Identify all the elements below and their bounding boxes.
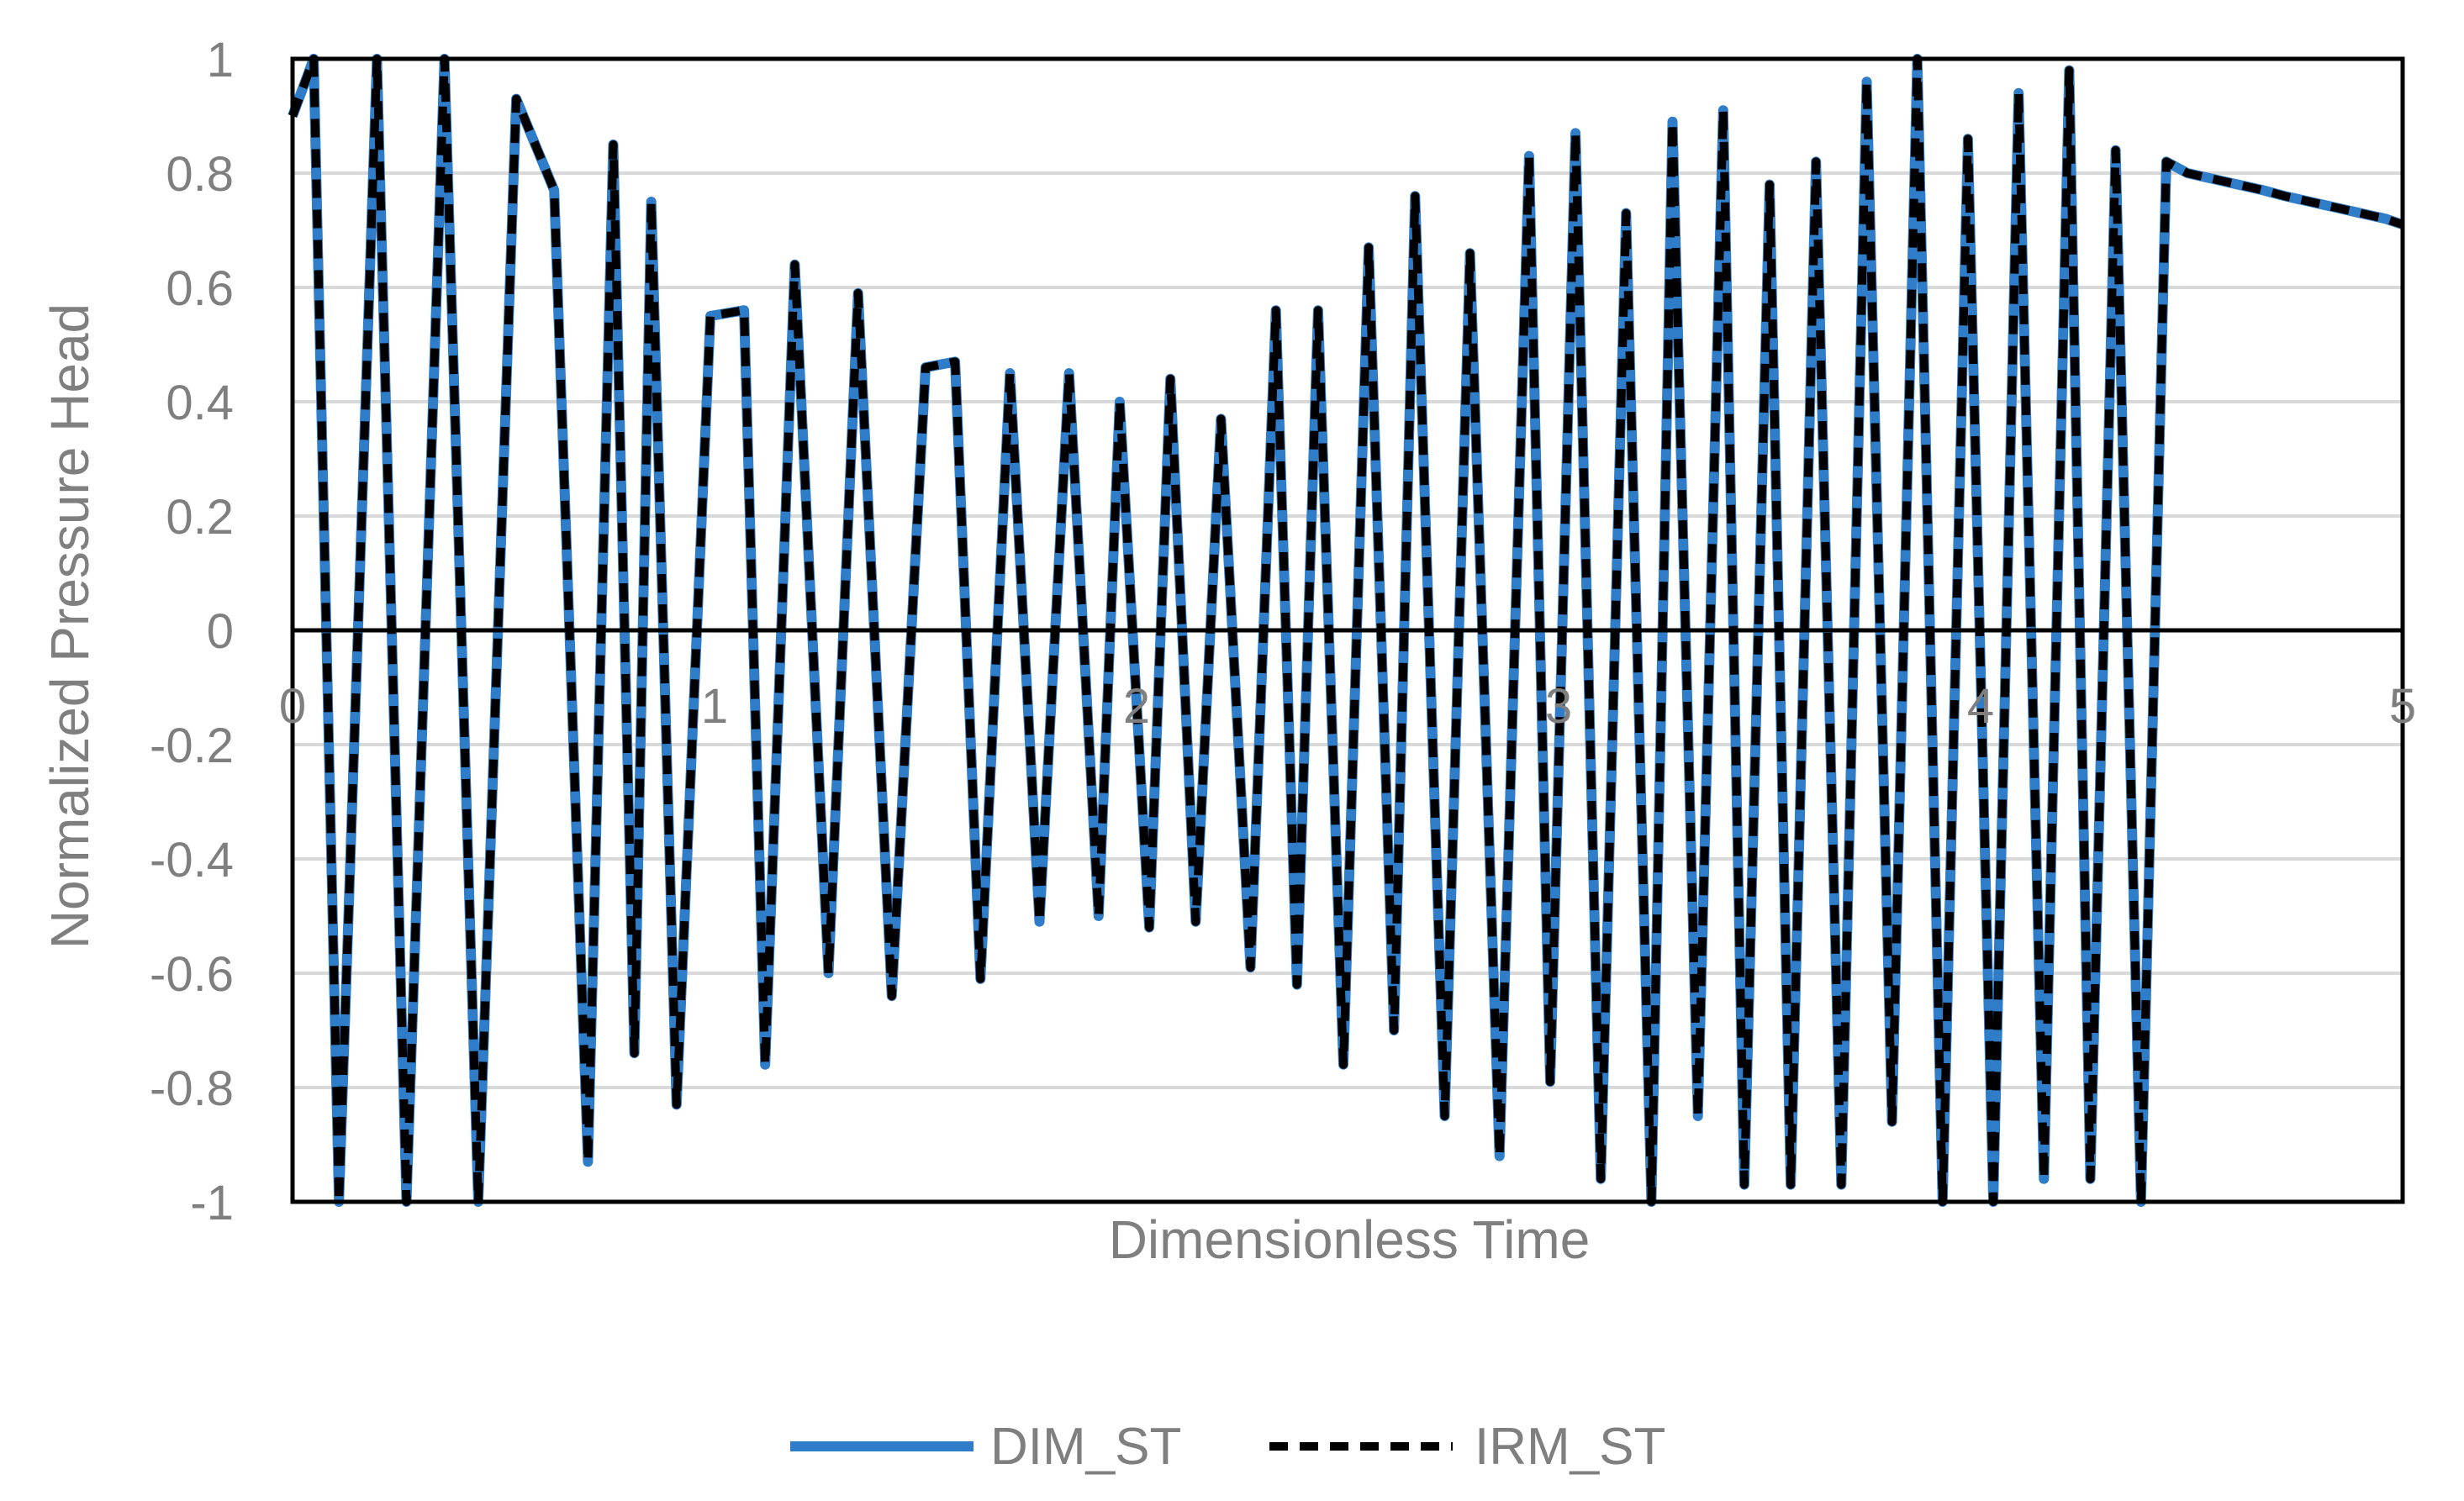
series-line-irm-st: [288, 55, 2404, 1206]
x-tick-label: 0: [279, 679, 306, 734]
series-lines: [288, 54, 2404, 1207]
legend: DIM_ST IRM_ST: [790, 1418, 1665, 1476]
y-tick-label: -1: [190, 1176, 234, 1230]
legend-label-dim-st: DIM_ST: [990, 1418, 1181, 1476]
y-tick-label: 0.2: [166, 490, 234, 545]
y-tick-label: -0.2: [150, 719, 234, 773]
y-tick-label: 0.4: [166, 376, 234, 430]
y-axis-label: Normalized Pressure Head: [40, 303, 100, 949]
y-tick-label: 0: [207, 604, 234, 659]
x-tick-label: 3: [1545, 679, 1572, 734]
tick-labels: 1 0.8 0.6 0.4 0.2 0 -0.2 -0.4 -0.6 -0.8 -1 0 1 2 3 4 5: [150, 33, 2416, 1230]
x-axis-label: Dimensionless Time: [1109, 1209, 1591, 1270]
x-tick-label: 4: [1967, 679, 1994, 734]
y-tick-label: -0.8: [150, 1061, 234, 1116]
axes: [290, 56, 2405, 1204]
y-tick-label: 0.6: [166, 261, 234, 316]
x-tick-label: 2: [1123, 679, 1150, 734]
x-tick-label: 5: [2389, 679, 2416, 734]
y-tick-label: 0.8: [166, 147, 234, 202]
y-tick-label: -0.6: [150, 947, 234, 1002]
legend-label-irm-st: IRM_ST: [1475, 1418, 1665, 1476]
y-tick-label: 1: [207, 33, 234, 87]
x-tick-label: 1: [701, 679, 728, 734]
y-tick-label: -0.4: [150, 833, 234, 887]
